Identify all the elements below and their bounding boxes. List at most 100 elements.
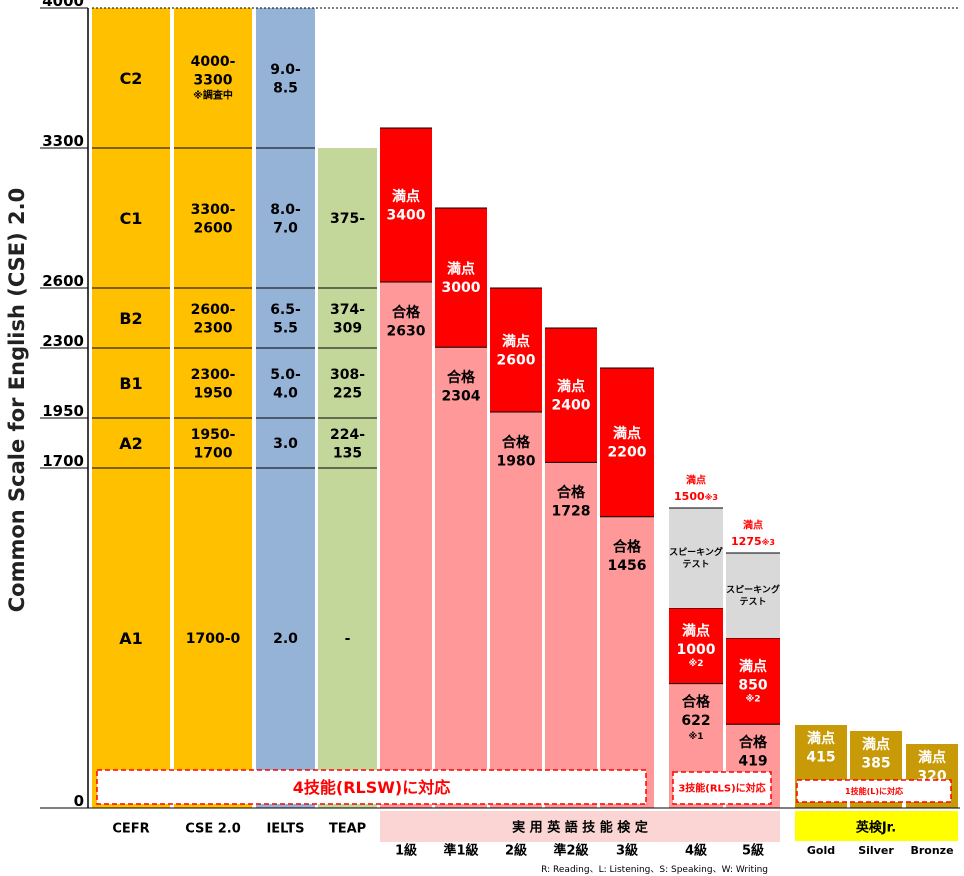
annotations: 4技能(RLSW)に対応 3技能(RLS)に対応 1技能(L)に対応 R: Readi… [96,769,952,875]
band-label: 375- [330,211,365,227]
eiken-full-bar [600,368,654,517]
eiken-pass-label: 合格 1728 [552,484,591,519]
band-label: 6.5-5.5 [270,302,301,336]
band-label: C1 [120,209,143,228]
eiken-full-bar [490,288,542,412]
speaking-test-bar [726,553,780,638]
band-label: 1950-1700 [191,427,236,461]
band-label: 3.0 [273,436,298,452]
eiken-full-bar [726,638,780,725]
eiken-full-note: ※2 [688,658,703,669]
eiken-full-label: 満点 2200 [608,425,647,460]
speaking-test-label: スピーキングテスト [726,584,780,608]
eiken-pass-label: 合格 2630 [387,304,426,339]
eiken-pass-bar [490,412,542,808]
band-label: 374-309 [330,302,365,336]
y-axis-title: Common Scale for English (CSE) 2.0 [5,188,29,612]
chart-bands: C2 C1 B2 B1 A2 A1 4000-3300※調査中 3300-2600 2600-2… [92,7,960,808]
y-tick-label: 2300 [42,332,84,350]
eiken-pass-bar [600,516,654,808]
total-value: 1500※3 [674,490,718,503]
eiken-full-label: 満点 850 [738,658,767,693]
eiken-header [380,811,780,842]
eiken-pass-label: 合格 622 [681,693,711,728]
eiken-full-note: ※2 [745,693,760,704]
eiken-grade-label: 3級 [616,843,638,859]
y-tick-label: 2600 [42,272,84,290]
eiken-jr-label: 満点 415 [806,730,835,765]
scale-name-label: IELTS [266,822,304,837]
band-label: 8.0-7.0 [270,202,301,236]
total-label: 満点 [686,474,706,487]
eiken-grade-label: 2級 [505,843,527,859]
band-label: A1 [119,629,143,648]
skill-coverage-label: 1技能(L)に対応 [845,786,903,796]
y-tick-label: 0 [74,792,84,810]
eiken-jr-level-label: Bronze [910,844,953,857]
band-label: C2 [120,69,143,88]
scale-column-ielts [256,8,315,808]
eiken-pass-bar [435,347,487,808]
eiken-full-label: 満点 2600 [497,333,536,368]
scale-name-label: TEAP [329,822,366,837]
skill-coverage-label: 3技能(RLS)に対応 [678,782,765,795]
skill-coverage-box [672,771,772,805]
band-label: 224-135 [330,427,365,461]
eiken-jr-label: 満点 385 [861,736,890,771]
band-note: ※調査中 [193,89,233,102]
band-label: A2 [119,434,143,453]
band-label: B1 [119,374,142,393]
eiken-full-bar [545,328,597,463]
band-label: 2300-1950 [191,367,236,401]
eiken-jr-level-label: Silver [858,844,894,857]
band-label: 3300-2600 [191,202,236,236]
band-label: 1700-0 [186,631,241,647]
eiken-grade-label: 1級 [395,843,417,859]
eiken-grade-label: 準1級 [443,843,478,859]
eiken-full-bar [380,128,432,282]
eiken-jr-level-label: Gold [807,844,835,857]
eiken-grade-label: 準2級 [553,843,588,859]
scale-column-cse-2-0 [174,8,252,808]
scale-column-teap [318,148,377,808]
band-label: 308-225 [330,367,365,401]
band-label: 9.0-8.5 [270,62,301,96]
skill-legend-footnote: R: Reading、L: Listening、S: Speaking、W: W… [541,865,768,875]
y-tick-label: 1950 [42,402,84,420]
total-label: 満点 [743,519,763,532]
eiken-group-label: 実 用 英 語 技 能 検 定 [512,820,648,836]
skill-coverage-label: 4技能(RLSW)に対応 [293,778,450,797]
eiken-grade-label: 4級 [685,843,707,859]
band-label: 2600-2300 [191,302,236,336]
scale-name-label: CEFR [112,822,149,837]
eiken-full-label: 満点 2400 [552,378,591,413]
eiken-full-bar [669,608,723,684]
eiken-jr-header [795,811,958,841]
scale-column-cefr [92,8,170,808]
eiken-pass-note: ※1 [688,731,703,742]
eiken-pass-label: 合格 1456 [608,539,647,574]
eiken-full-bar [435,208,487,348]
band-label: - [345,631,351,647]
eiken-full-label: 満点 3400 [387,188,426,223]
eiken-pass-label: 合格 2304 [442,369,481,404]
y-tick-label: 1700 [42,452,84,470]
band-label: 2.0 [273,631,298,647]
category-labels: Gold Silver Bronze CEFR CSE 2.0 IELTS TEAP 実 用 … [112,811,958,859]
eiken-full-label: 満点 1000 [677,623,716,658]
speaking-test-label: スピーキングテスト [669,546,723,570]
skill-coverage-box [96,769,647,805]
eiken-grade-label: 5級 [742,843,764,859]
y-tick-label: 4000 [42,0,84,10]
speaking-test-bar [669,508,723,608]
band-label: 4000-3300 [191,54,236,88]
total-value: 1275※3 [731,535,775,548]
y-axis: 0 1700 1950 2300 2600 3300 4000 Common Scale fo… [5,0,960,810]
skill-coverage-box [796,779,952,803]
y-tick-label: 3300 [42,132,84,150]
scale-name-label: CSE 2.0 [185,822,241,837]
eiken-pass-bar [545,462,597,808]
band-label: 5.0-4.0 [270,367,301,401]
band-label: B2 [119,309,142,328]
